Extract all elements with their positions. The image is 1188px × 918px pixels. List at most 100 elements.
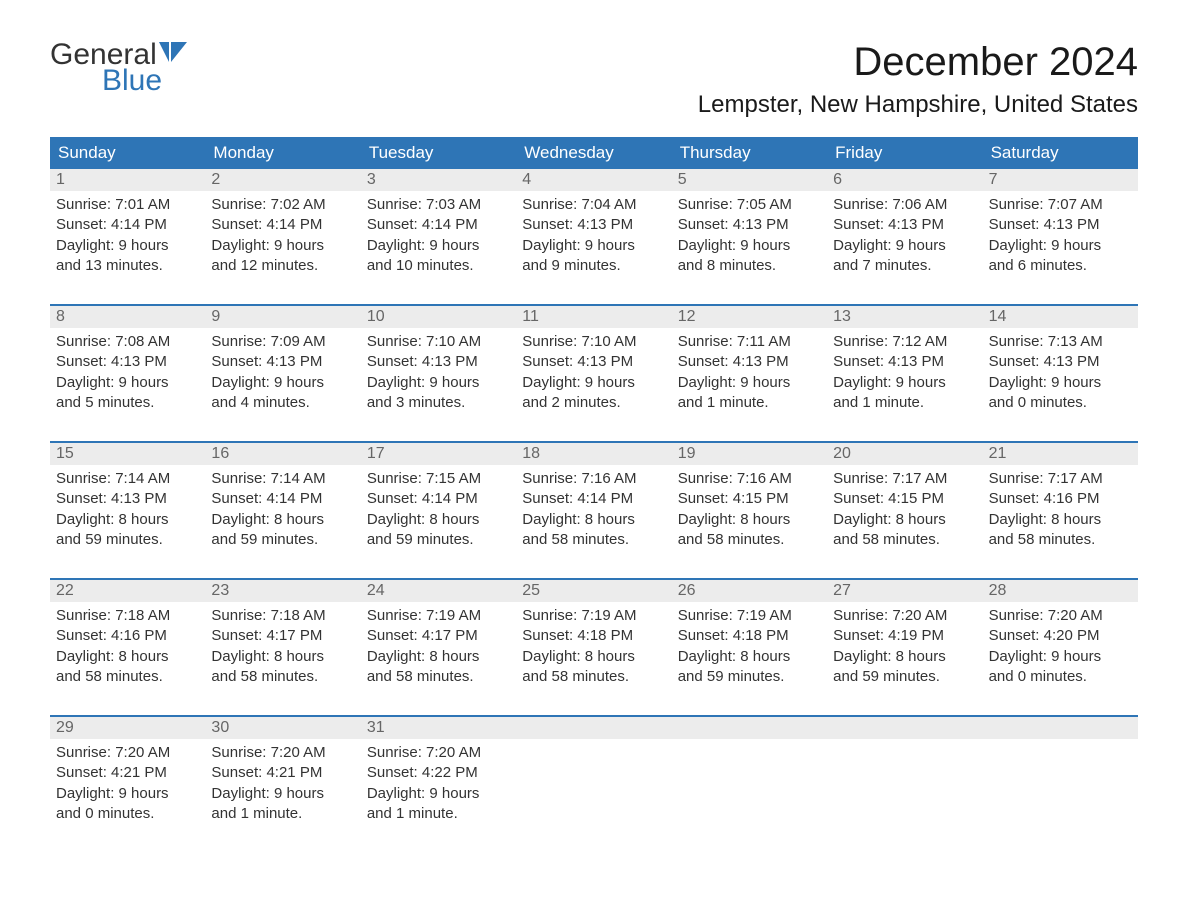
sunset-line: Sunset: 4:14 PM	[56, 215, 199, 235]
sunset-line: Sunset: 4:18 PM	[678, 626, 821, 646]
day-number	[983, 717, 1138, 739]
daylight-line: Daylight: 9 hours	[989, 647, 1132, 667]
daylight-line: Daylight: 9 hours	[367, 784, 510, 804]
sunset-line: Sunset: 4:13 PM	[367, 352, 510, 372]
sunset-line: Sunset: 4:17 PM	[367, 626, 510, 646]
daylight-line-2: and 58 minutes.	[367, 667, 510, 687]
day-cell: Sunrise: 7:05 AMSunset: 4:13 PMDaylight:…	[672, 191, 827, 286]
daylight-line-2: and 59 minutes.	[367, 530, 510, 550]
weekday-header-cell: Saturday	[983, 137, 1138, 169]
day-cell: Sunrise: 7:20 AMSunset: 4:19 PMDaylight:…	[827, 602, 982, 697]
daylight-line-2: and 1 minute.	[833, 393, 976, 413]
sunset-line: Sunset: 4:13 PM	[211, 352, 354, 372]
sunset-line: Sunset: 4:15 PM	[833, 489, 976, 509]
day-number: 20	[827, 443, 982, 465]
location-subtitle: Lempster, New Hampshire, United States	[698, 91, 1138, 119]
sunrise-line: Sunrise: 7:02 AM	[211, 195, 354, 215]
day-cell: Sunrise: 7:16 AMSunset: 4:15 PMDaylight:…	[672, 465, 827, 560]
day-number: 17	[361, 443, 516, 465]
day-number: 2	[205, 169, 360, 191]
daylight-line: Daylight: 9 hours	[211, 373, 354, 393]
daylight-line-2: and 10 minutes.	[367, 256, 510, 276]
daylight-line-2: and 13 minutes.	[56, 256, 199, 276]
sunset-line: Sunset: 4:13 PM	[56, 489, 199, 509]
weekday-header-cell: Thursday	[672, 137, 827, 169]
sunset-line: Sunset: 4:16 PM	[989, 489, 1132, 509]
day-cell: Sunrise: 7:01 AMSunset: 4:14 PMDaylight:…	[50, 191, 205, 286]
sunset-line: Sunset: 4:13 PM	[522, 215, 665, 235]
day-cell: Sunrise: 7:10 AMSunset: 4:13 PMDaylight:…	[361, 328, 516, 423]
daylight-line: Daylight: 8 hours	[678, 647, 821, 667]
calendar-week: 293031Sunrise: 7:20 AMSunset: 4:21 PMDay…	[50, 715, 1138, 834]
sunrise-line: Sunrise: 7:20 AM	[989, 606, 1132, 626]
day-cell: Sunrise: 7:08 AMSunset: 4:13 PMDaylight:…	[50, 328, 205, 423]
daylight-line-2: and 59 minutes.	[678, 667, 821, 687]
sunrise-line: Sunrise: 7:10 AM	[522, 332, 665, 352]
daylight-line-2: and 58 minutes.	[211, 667, 354, 687]
calendar-week: 15161718192021Sunrise: 7:14 AMSunset: 4:…	[50, 441, 1138, 560]
daylight-line-2: and 4 minutes.	[211, 393, 354, 413]
day-cell: Sunrise: 7:09 AMSunset: 4:13 PMDaylight:…	[205, 328, 360, 423]
sunrise-line: Sunrise: 7:01 AM	[56, 195, 199, 215]
daylight-line-2: and 0 minutes.	[989, 667, 1132, 687]
day-number: 3	[361, 169, 516, 191]
day-number: 8	[50, 306, 205, 328]
day-cell: Sunrise: 7:06 AMSunset: 4:13 PMDaylight:…	[827, 191, 982, 286]
day-number: 9	[205, 306, 360, 328]
daylight-line: Daylight: 9 hours	[367, 373, 510, 393]
daylight-line-2: and 58 minutes.	[522, 667, 665, 687]
day-number: 16	[205, 443, 360, 465]
day-cell: Sunrise: 7:20 AMSunset: 4:21 PMDaylight:…	[205, 739, 360, 834]
sunset-line: Sunset: 4:14 PM	[211, 489, 354, 509]
day-number: 18	[516, 443, 671, 465]
sunset-line: Sunset: 4:22 PM	[367, 763, 510, 783]
day-cell: Sunrise: 7:19 AMSunset: 4:18 PMDaylight:…	[672, 602, 827, 697]
sunrise-line: Sunrise: 7:10 AM	[367, 332, 510, 352]
day-number-row: 1234567	[50, 169, 1138, 191]
daylight-line: Daylight: 9 hours	[367, 236, 510, 256]
sunrise-line: Sunrise: 7:09 AM	[211, 332, 354, 352]
daylight-line: Daylight: 9 hours	[56, 236, 199, 256]
day-number: 24	[361, 580, 516, 602]
sunset-line: Sunset: 4:13 PM	[833, 352, 976, 372]
day-cell: Sunrise: 7:03 AMSunset: 4:14 PMDaylight:…	[361, 191, 516, 286]
daylight-line: Daylight: 9 hours	[989, 373, 1132, 393]
day-cell: Sunrise: 7:17 AMSunset: 4:15 PMDaylight:…	[827, 465, 982, 560]
page-title: December 2024	[698, 40, 1138, 85]
day-number: 26	[672, 580, 827, 602]
daylight-line-2: and 1 minute.	[211, 804, 354, 824]
day-cell	[983, 739, 1138, 834]
daylight-line: Daylight: 8 hours	[56, 510, 199, 530]
day-number: 30	[205, 717, 360, 739]
daylight-line: Daylight: 8 hours	[522, 510, 665, 530]
day-number: 5	[672, 169, 827, 191]
day-number-row: 891011121314	[50, 306, 1138, 328]
daylight-line: Daylight: 8 hours	[56, 647, 199, 667]
sunset-line: Sunset: 4:16 PM	[56, 626, 199, 646]
daylight-line: Daylight: 9 hours	[678, 236, 821, 256]
day-number: 14	[983, 306, 1138, 328]
daylight-line-2: and 59 minutes.	[56, 530, 199, 550]
calendar: SundayMondayTuesdayWednesdayThursdayFrid…	[50, 137, 1138, 834]
day-number: 11	[516, 306, 671, 328]
title-block: December 2024 Lempster, New Hampshire, U…	[698, 40, 1138, 119]
sunrise-line: Sunrise: 7:05 AM	[678, 195, 821, 215]
weekday-header-cell: Wednesday	[516, 137, 671, 169]
sunrise-line: Sunrise: 7:15 AM	[367, 469, 510, 489]
daylight-line-2: and 58 minutes.	[989, 530, 1132, 550]
day-number: 13	[827, 306, 982, 328]
day-number	[516, 717, 671, 739]
sunset-line: Sunset: 4:15 PM	[678, 489, 821, 509]
daylight-line: Daylight: 8 hours	[211, 647, 354, 667]
day-number: 10	[361, 306, 516, 328]
sunset-line: Sunset: 4:17 PM	[211, 626, 354, 646]
daylight-line: Daylight: 8 hours	[678, 510, 821, 530]
sunrise-line: Sunrise: 7:20 AM	[56, 743, 199, 763]
daylight-line: Daylight: 9 hours	[56, 784, 199, 804]
daylight-line: Daylight: 9 hours	[833, 373, 976, 393]
day-cell: Sunrise: 7:20 AMSunset: 4:22 PMDaylight:…	[361, 739, 516, 834]
day-cell	[827, 739, 982, 834]
day-cell: Sunrise: 7:11 AMSunset: 4:13 PMDaylight:…	[672, 328, 827, 423]
day-number-row: 293031	[50, 717, 1138, 739]
sunrise-line: Sunrise: 7:04 AM	[522, 195, 665, 215]
